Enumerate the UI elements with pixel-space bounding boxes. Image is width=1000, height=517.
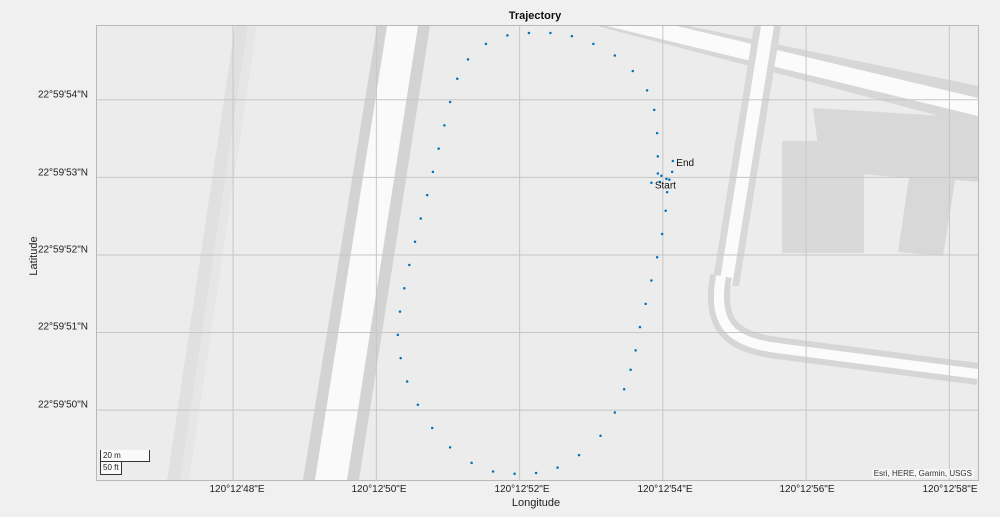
trajectory-point (638, 325, 642, 329)
trajectory-point (549, 31, 552, 35)
y-axis-label: Latitude (28, 236, 40, 276)
trajectory-point (634, 349, 637, 352)
map-scalebar: 20 m 50 ft (100, 450, 152, 477)
x-tick-label: 120°12'50"E (351, 484, 407, 495)
trajectory-point (658, 180, 662, 184)
x-tick-label: 120°12'56"E (779, 484, 835, 495)
x-axis-label: Longitude (511, 497, 561, 509)
trajectory-point (599, 434, 602, 438)
trajectory-point (613, 411, 617, 414)
x-tick-label: 120°12'54"E (637, 484, 693, 495)
faint-road-left (167, 26, 257, 480)
trajectory-point (665, 177, 668, 181)
x-tick-label: 120°12'52"E (494, 484, 550, 495)
annotation-end: End (676, 158, 694, 169)
trajectory-point (671, 159, 675, 163)
trajectory-point (456, 77, 459, 81)
trajectory-point (655, 256, 659, 259)
y-tick-label: 22°59'53"N (37, 167, 88, 179)
trajectory-point (527, 31, 531, 35)
trajectory-point (491, 470, 495, 473)
x-tick-label: 120°12'58"E (922, 484, 978, 495)
building-blocks (782, 108, 978, 256)
trajectory-point (655, 131, 659, 135)
trajectory-point (443, 124, 446, 127)
trajectory-point (430, 426, 434, 430)
trajectory-point (506, 34, 509, 37)
trajectory-point (431, 170, 435, 174)
trajectory-point (660, 232, 664, 236)
trajectory-point (660, 174, 663, 178)
scalebar-feet: 50 ft (100, 462, 122, 475)
trajectory-point (645, 89, 649, 92)
trajectory-point (613, 54, 617, 57)
map-attribution: Esri, HERE, Garmin, USGS (871, 469, 974, 478)
y-tick-label: 22°59'52"N (37, 244, 88, 256)
y-tick-label: 22°59'54"N (37, 89, 88, 101)
curved-road-right (707, 274, 978, 385)
scalebar-meters: 20 m (100, 450, 150, 462)
trajectory-point (622, 387, 626, 391)
trajectory-point (408, 263, 411, 267)
trajectory-point (665, 190, 669, 194)
diagonal-road-top (597, 26, 978, 126)
trajectory-point (448, 100, 452, 104)
trajectory-point (644, 302, 647, 306)
trajectory-point (650, 279, 653, 282)
trajectory-point (399, 356, 402, 360)
grid-lines (97, 26, 978, 480)
trajectory-point (484, 42, 488, 46)
trajectory-point (631, 69, 635, 73)
trajectory-point (470, 461, 473, 465)
main-road (303, 26, 430, 480)
trajectory-point (398, 310, 402, 313)
trajectory-point (448, 446, 452, 449)
trajectory-point (577, 453, 581, 457)
trajectory-point (416, 403, 420, 406)
trajectory-point (466, 58, 470, 61)
trajectory-point (413, 240, 417, 243)
chart-title: Trajectory (508, 10, 562, 22)
y-tick-label: 22°59'50"N (37, 399, 88, 411)
trajectory-point (664, 209, 667, 212)
x-tick-label: 120°12'48"E (209, 484, 265, 495)
trajectory-point (656, 172, 660, 175)
trajectory-point (513, 472, 516, 476)
trajectory-point (437, 147, 440, 150)
trajectory-point (656, 155, 660, 158)
trajectory-point (419, 217, 422, 220)
trajectory-point (653, 108, 656, 112)
vertical-road-right (712, 26, 781, 286)
trajectory-point (670, 170, 674, 174)
trajectory-point (592, 42, 595, 46)
trajectory-point (425, 193, 429, 197)
trajectory-series (396, 31, 675, 476)
y-tick-label: 22°59'51"N (37, 321, 88, 333)
trajectory-point (570, 34, 574, 38)
trajectory-point (534, 471, 538, 475)
trajectory-point (396, 333, 400, 337)
trajectory-point (668, 178, 671, 181)
annotation-start: Start (655, 180, 676, 191)
map-axes[interactable]: End Start 20 m 50 ft Esri, HERE, Garmin, … (96, 25, 979, 481)
trajectory-point (556, 466, 559, 469)
trajectory-point (650, 181, 653, 185)
trajectory-point (629, 368, 632, 372)
trajectory-point (403, 287, 406, 290)
trajectory-point (405, 380, 409, 383)
